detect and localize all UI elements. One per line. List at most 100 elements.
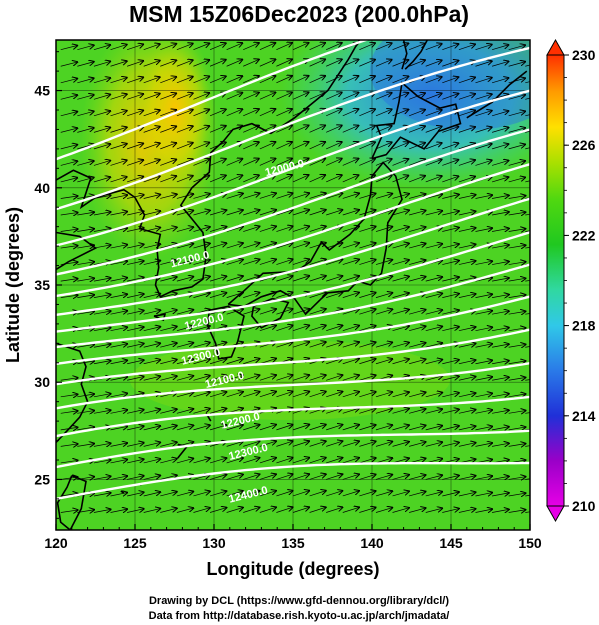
wind-arrow	[226, 60, 243, 67]
wind-arrow	[425, 426, 442, 431]
wind-arrow	[226, 474, 243, 480]
wind-arrow	[392, 425, 409, 431]
wind-arrow	[492, 278, 509, 281]
wind-arrow	[508, 311, 526, 314]
wind-arrow	[209, 109, 226, 117]
wind-arrow	[375, 43, 392, 51]
wind-arrow	[193, 293, 209, 298]
wind-arrow	[259, 59, 276, 67]
wind-arrow	[176, 159, 193, 166]
wind-arrow	[392, 343, 409, 348]
wind-arrow	[259, 159, 276, 166]
wind-arrow	[425, 44, 442, 51]
wind-arrow	[209, 43, 226, 51]
wind-arrow	[243, 59, 259, 67]
wind-arrow	[458, 127, 475, 133]
wind-arrow	[326, 392, 342, 398]
geopotential-contour	[56, 163, 530, 298]
wind-arrow	[508, 344, 526, 347]
wind-arrow	[425, 277, 442, 282]
wind-arrow	[110, 476, 128, 479]
wind-arrow	[259, 92, 276, 100]
wind-arrow	[176, 110, 193, 117]
wind-arrow	[359, 76, 375, 84]
wind-arrow	[143, 94, 160, 100]
wind-arrow	[276, 59, 292, 67]
wind-arrow	[127, 443, 144, 447]
wind-arrow	[259, 43, 276, 51]
wind-arrow	[425, 475, 442, 480]
wind-arrow	[193, 276, 209, 282]
wind-arrow	[442, 261, 459, 265]
wind-arrow	[458, 261, 476, 265]
wind-arrow	[193, 425, 209, 431]
wind-arrow	[492, 493, 509, 496]
wind-arrow	[160, 44, 176, 51]
wind-arrow	[176, 194, 193, 199]
wind-arrow	[176, 359, 193, 365]
wind-arrow	[359, 508, 375, 513]
wind-arrow	[243, 243, 259, 249]
wind-arrow	[409, 359, 425, 365]
wind-arrow	[359, 326, 375, 332]
wind-arrow	[392, 227, 409, 232]
wind-arrow	[126, 44, 143, 51]
wind-arrow	[309, 142, 326, 150]
wind-arrow	[60, 229, 78, 231]
wind-arrow	[160, 126, 176, 133]
wind-arrow	[176, 211, 193, 216]
wind-arrow	[375, 425, 392, 431]
wind-arrow	[77, 427, 94, 430]
wind-arrow	[93, 128, 110, 133]
wind-arrow	[276, 175, 292, 183]
wind-arrow	[359, 309, 375, 315]
wind-arrow	[292, 392, 309, 398]
wind-arrow	[309, 92, 326, 100]
wind-arrow	[359, 491, 375, 497]
wind-arrow	[93, 476, 111, 479]
wind-arrow	[77, 95, 93, 100]
wind-arrow	[143, 509, 161, 513]
wind-arrow	[342, 507, 359, 513]
wind-arrow	[110, 195, 128, 198]
wind-arrow	[359, 293, 375, 298]
wind-arrow	[127, 360, 144, 365]
wind-arrow	[425, 409, 442, 414]
wind-arrow	[525, 511, 530, 513]
wind-arrow	[259, 109, 276, 117]
wind-arrow	[160, 260, 176, 265]
wind-arrow	[60, 145, 77, 150]
wind-arrow	[176, 44, 193, 51]
wind-arrow	[160, 409, 176, 414]
wind-arrow	[525, 346, 530, 348]
wind-arrow	[143, 294, 161, 298]
wind-arrow	[226, 508, 243, 513]
wind-arrow	[375, 276, 392, 282]
wind-arrow	[458, 393, 476, 398]
wind-arrow	[375, 175, 392, 183]
wind-arrow	[375, 508, 392, 513]
wind-arrow	[93, 410, 111, 413]
wind-arrow	[110, 45, 127, 51]
wind-arrow	[143, 343, 161, 348]
wind-arrow	[176, 126, 193, 133]
wind-arrow	[193, 326, 209, 332]
wind-arrow	[392, 60, 409, 67]
wind-arrow	[143, 459, 161, 464]
wind-arrow	[342, 375, 359, 381]
wind-arrow	[309, 425, 326, 431]
wind-arrow	[292, 309, 309, 315]
wind-arrow	[77, 161, 93, 166]
wind-arrow	[126, 177, 143, 183]
wind-arrow	[243, 359, 259, 365]
wind-arrow	[226, 359, 243, 365]
wind-arrow	[276, 226, 292, 232]
wind-arrow	[425, 360, 442, 365]
wind-arrow	[409, 110, 425, 117]
wind-arrow	[276, 259, 292, 265]
wind-arrow	[326, 126, 342, 133]
wind-arrow	[375, 392, 392, 398]
wind-arrow	[425, 93, 442, 100]
wind-arrow	[143, 475, 161, 480]
wind-arrow	[359, 474, 375, 480]
